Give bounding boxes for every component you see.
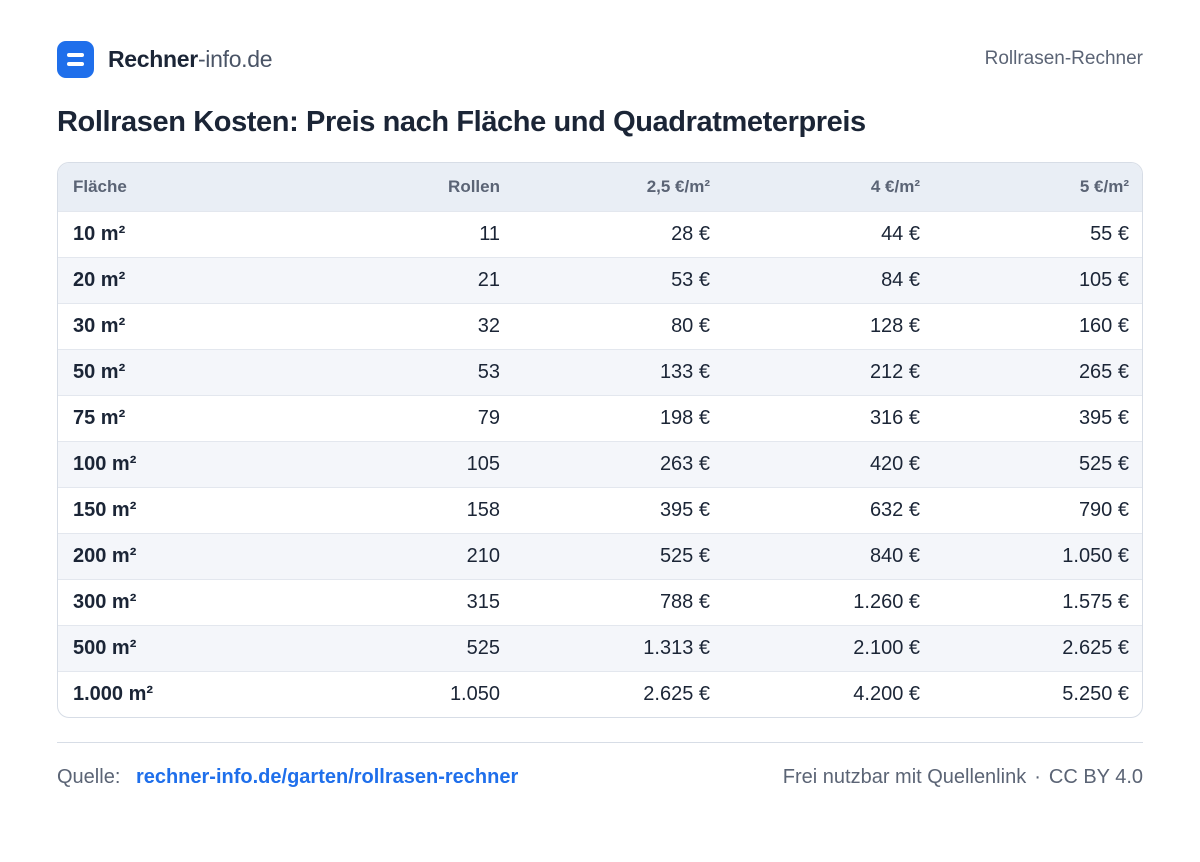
table-cell: 128 €	[869, 314, 920, 337]
table-cell: 50 m²	[73, 360, 126, 383]
table-cell: 1.313 €	[643, 636, 710, 659]
table-cell: 395 €	[659, 498, 710, 521]
table-cell: 525 €	[659, 544, 710, 567]
table-cell: 10 m²	[73, 222, 126, 245]
footer: Quelle: rechner-info.de/garten/rollrasen…	[57, 766, 1143, 789]
table-cell: 11	[479, 222, 500, 245]
calculator-label: Rollrasen-Rechner	[984, 48, 1143, 69]
table-cell: 5.250 €	[1062, 682, 1129, 705]
brand[interactable]: Rechner-info.de	[57, 40, 273, 78]
table-cell: 1.260 €	[853, 590, 920, 613]
table-row: 75 m² 79 198 € 316 € 395 €	[58, 395, 1142, 441]
source: Quelle: rechner-info.de/garten/rollrasen…	[57, 766, 518, 789]
table-row: 500 m² 525 1.313 € 2.100 € 2.625 €	[58, 625, 1142, 671]
table-cell: 198 €	[659, 406, 710, 429]
table-cell: 316 €	[869, 406, 920, 429]
table-cell: 788 €	[659, 590, 710, 613]
table-cell: 790 €	[1078, 498, 1129, 521]
table-row: 50 m² 53 133 € 212 € 265 €	[58, 349, 1142, 395]
table-cell: 300 m²	[73, 590, 137, 613]
column-header: 4 €/m²	[870, 176, 920, 196]
table-cell: 263 €	[659, 452, 710, 475]
table-cell: 212 €	[869, 360, 920, 383]
column-header: 2,5 €/m²	[646, 176, 710, 196]
table-row: 10 m² 11 28 € 44 € 55 €	[58, 211, 1142, 257]
table-cell: 79	[477, 406, 500, 429]
table-cell: 395 €	[1078, 406, 1129, 429]
table-cell: 210	[466, 544, 500, 567]
brand-name: Rechner-info.de	[108, 45, 273, 73]
column-header: Rollen	[448, 176, 500, 196]
table-cell: 20 m²	[73, 268, 126, 291]
usage-note: Frei nutzbar mit Quellenlink	[782, 766, 1027, 788]
equals-logo-icon	[57, 40, 94, 78]
table-cell: 265 €	[1078, 360, 1129, 383]
table-row: 1.000 m² 1.050 2.625 € 4.200 € 5.250 €	[58, 671, 1142, 717]
table-cell: 150 m²	[73, 498, 137, 521]
table-cell: 80 €	[671, 314, 710, 337]
table-cell: 2.100 €	[853, 636, 920, 659]
table-cell: 2.625 €	[1062, 636, 1129, 659]
table-row: 300 m² 315 788 € 1.260 € 1.575 €	[58, 579, 1142, 625]
separator: ·	[1034, 766, 1041, 788]
table-cell: 500 m²	[73, 636, 137, 659]
table-row: 100 m² 105 263 € 420 € 525 €	[58, 441, 1142, 487]
table-row: 200 m² 210 525 € 840 € 1.050 €	[58, 533, 1142, 579]
table-cell: 21	[477, 268, 500, 291]
table-cell: 420 €	[869, 452, 920, 475]
table-cell: 4.200 €	[853, 682, 920, 705]
table-cell: 84 €	[881, 268, 920, 291]
table-cell: 1.050 €	[1062, 544, 1129, 567]
table-cell: 315	[466, 590, 500, 613]
table-cell: 28 €	[671, 222, 710, 245]
table-cell: 105	[466, 452, 500, 475]
table-cell: 30 m²	[73, 314, 126, 337]
table-header-row: Fläche Rollen 2,5 €/m² 4 €/m² 5 €/m²	[58, 163, 1142, 211]
table-cell: 100 m²	[73, 452, 137, 475]
brand-name-light: -info.de	[197, 45, 273, 72]
table-cell: 53 €	[671, 268, 710, 291]
table-cell: 1.000 m²	[73, 682, 154, 705]
footer-divider	[57, 742, 1143, 743]
column-header: Fläche	[73, 176, 127, 196]
table-cell: 158	[466, 498, 500, 521]
table-cell: 632 €	[869, 498, 920, 521]
table-cell: 525	[466, 636, 500, 659]
table-row: 20 m² 21 53 € 84 € 105 €	[58, 257, 1142, 303]
brand-name-strong: Rechner	[108, 45, 198, 72]
table-cell: 200 m²	[73, 544, 137, 567]
page-title: Rollrasen Kosten: Preis nach Fläche und …	[57, 106, 866, 138]
table-cell: 2.625 €	[643, 682, 710, 705]
table-cell: 1.050	[449, 682, 500, 705]
license: CC BY 4.0	[1048, 766, 1143, 788]
table-cell: 44 €	[881, 222, 920, 245]
table-cell: 1.575 €	[1062, 590, 1129, 613]
source-link[interactable]: rechner-info.de/garten/rollrasen-rechner	[135, 766, 519, 788]
table-cell: 160 €	[1078, 314, 1129, 337]
table-cell: 840 €	[869, 544, 920, 567]
table-cell: 32	[477, 314, 500, 337]
license-info: Frei nutzbar mit Quellenlink · CC BY 4.0	[783, 766, 1143, 789]
table-cell: 75 m²	[73, 406, 126, 429]
table-cell: 53	[477, 360, 500, 383]
source-label: Quelle:	[57, 766, 121, 788]
site-header: Rechner-info.de Rollrasen-Rechner	[57, 40, 1143, 78]
table-cell: 525 €	[1078, 452, 1129, 475]
table-cell: 133 €	[659, 360, 710, 383]
column-header: 5 €/m²	[1079, 176, 1129, 196]
table-cell: 105 €	[1078, 268, 1129, 291]
table-row: 150 m² 158 395 € 632 € 790 €	[58, 487, 1142, 533]
price-table: Fläche Rollen 2,5 €/m² 4 €/m² 5 €/m² 10 m² 11…	[57, 162, 1143, 718]
table-row: 30 m² 32 80 € 128 € 160 €	[58, 303, 1142, 349]
table-cell: 55 €	[1090, 222, 1129, 245]
